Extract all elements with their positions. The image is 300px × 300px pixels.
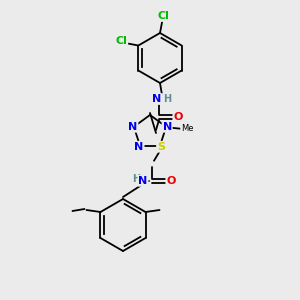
Text: Me: Me	[181, 124, 194, 133]
Text: S: S	[157, 142, 165, 152]
Text: N: N	[152, 94, 162, 104]
Text: N: N	[138, 176, 148, 186]
Text: O: O	[166, 176, 176, 186]
Text: H: H	[163, 94, 171, 104]
Text: Cl: Cl	[116, 37, 127, 46]
Text: H: H	[132, 174, 140, 184]
Text: N: N	[134, 142, 144, 152]
Text: Cl: Cl	[157, 11, 169, 21]
Text: O: O	[173, 112, 183, 122]
Text: N: N	[163, 122, 172, 132]
Text: N: N	[128, 122, 137, 132]
